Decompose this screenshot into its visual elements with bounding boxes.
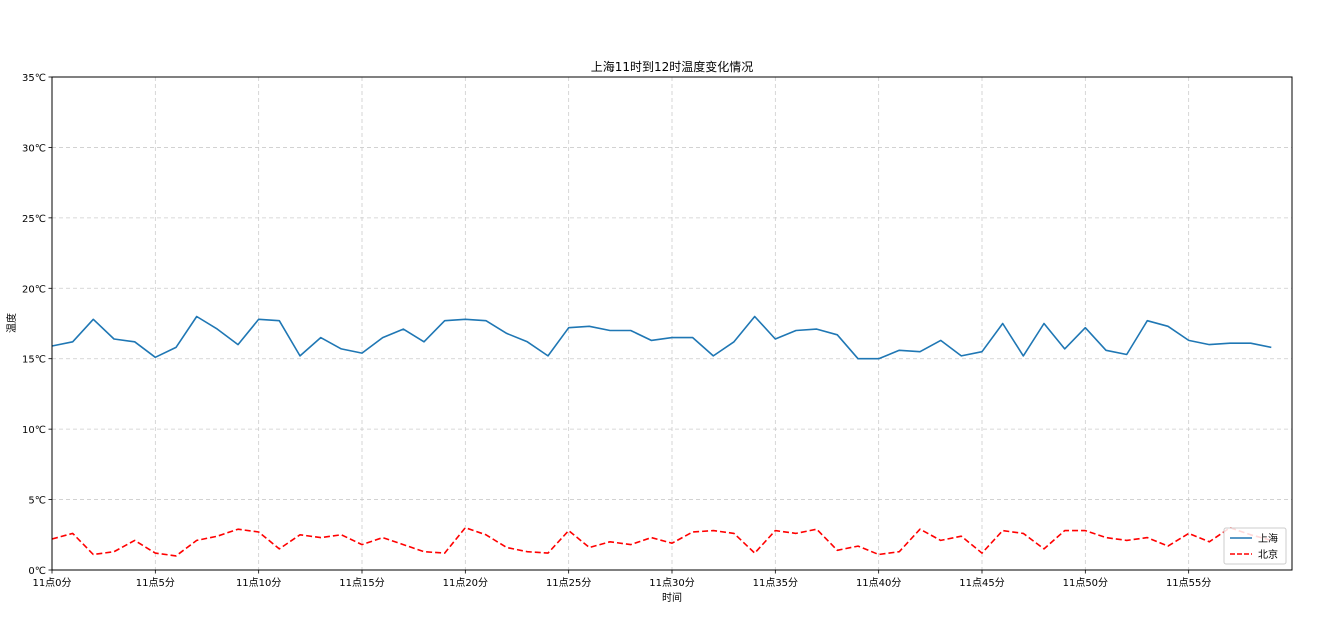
- x-tick-label: 11点55分: [1166, 577, 1211, 589]
- y-axis-title: 温度: [5, 313, 18, 333]
- y-axis: 0℃ 5℃ 10℃ 15℃ 20℃ 25℃ 30℃ 35℃: [22, 73, 52, 577]
- x-tick-label: 11点35分: [753, 577, 798, 589]
- series-line-0: [51, 315, 1272, 360]
- legend-box: [1223, 527, 1287, 565]
- series-layer: [51, 315, 1272, 557]
- y-tick-label: 10℃: [22, 425, 46, 436]
- x-tick-label: 11点20分: [443, 577, 488, 589]
- legend-label-1: 北京: [1258, 548, 1278, 561]
- x-tick-label: 11点15分: [339, 577, 384, 589]
- y-tick-label: 30℃: [22, 143, 46, 154]
- y-tick-label: 5℃: [28, 496, 46, 507]
- x-tick-label: 11点10分: [236, 577, 281, 589]
- series-line-1: [51, 526, 1272, 557]
- x-tick-label: 11点45分: [959, 577, 1004, 589]
- y-tick-label: 25℃: [22, 214, 46, 225]
- y-tick-label: 20℃: [22, 284, 46, 295]
- x-tick-label: 11点30分: [649, 577, 694, 589]
- y-tick-label: 0℃: [28, 566, 46, 577]
- x-tick-label: 11点5分: [136, 577, 175, 589]
- y-tick-label: 35℃: [22, 73, 46, 84]
- x-tick-label: 11点40分: [856, 577, 901, 589]
- x-tick-label: 11点50分: [1063, 577, 1108, 589]
- x-tick-label: 11点0分: [32, 577, 71, 589]
- chart-title: 上海11时到12时温度变化情况: [591, 59, 754, 74]
- y-tick-label: 15℃: [22, 355, 46, 366]
- legend-label-0: 上海: [1258, 532, 1278, 545]
- x-tick-label: 11点25分: [546, 577, 591, 589]
- x-axis-title: 时间: [662, 591, 682, 604]
- x-axis: 11点0分 11点5分 11点10分 11点15分 11点20分 11点25分 11点30分…: [32, 570, 1211, 589]
